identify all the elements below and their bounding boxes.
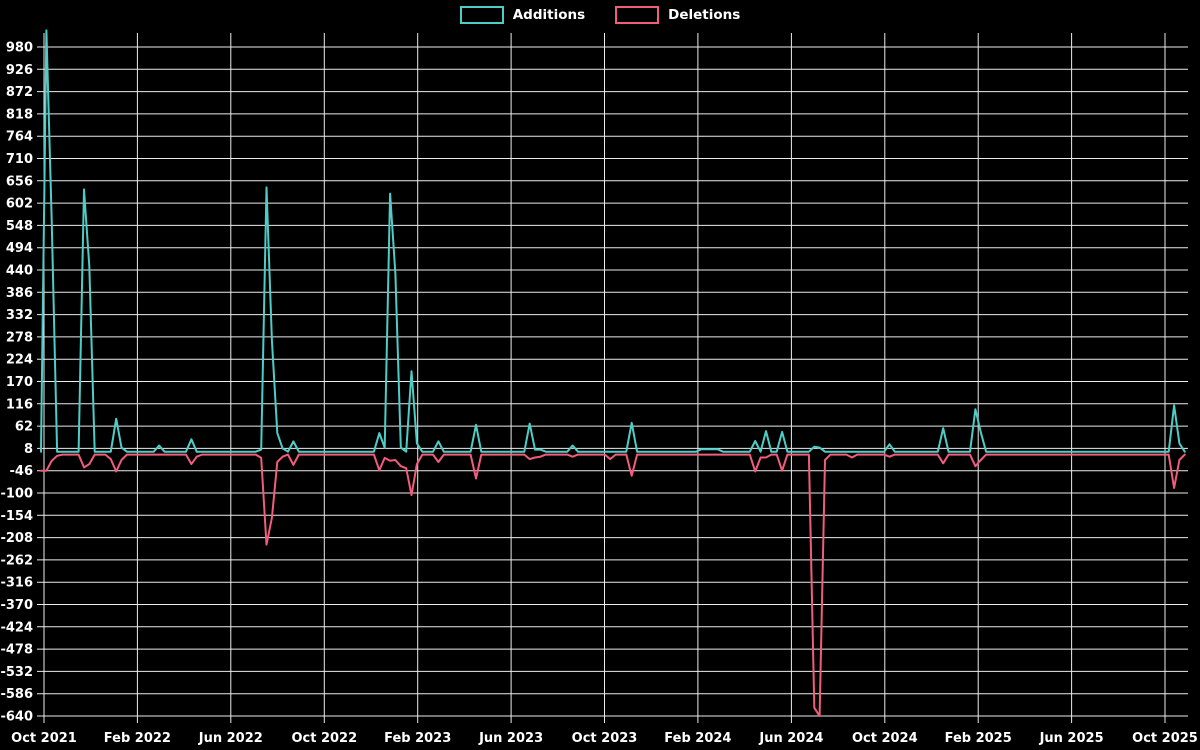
x-tick-label: Oct 2022 (291, 731, 357, 746)
y-tick-label: 332 (6, 308, 33, 323)
additions-swatch (459, 6, 504, 24)
y-tick-label: 764 (6, 130, 33, 145)
x-tick-label: Jun 2022 (198, 731, 263, 746)
x-tick-label: Oct 2024 (852, 731, 918, 746)
y-tick-label: -640 (0, 710, 33, 725)
y-tick-label: -370 (0, 598, 33, 613)
additions-line (40, 29, 1186, 453)
y-tick-label: -478 (0, 643, 33, 658)
y-tick-label: -46 (10, 464, 34, 479)
deletions-line (40, 453, 1186, 717)
deletions-legend-label: Deletions (668, 7, 741, 23)
legend-item-additions[interactable]: Additions (459, 6, 586, 24)
y-tick-label: 8 (24, 442, 33, 457)
y-tick-label: -100 (0, 487, 33, 502)
y-tick-label: 710 (6, 152, 33, 167)
y-tick-label: -316 (0, 576, 33, 591)
deletions-swatch (615, 6, 660, 24)
x-tick-label: Jun 2025 (1039, 731, 1104, 746)
y-tick-label: 494 (6, 241, 33, 256)
y-tick-label: -586 (0, 687, 33, 702)
x-tick-label: Jun 2024 (758, 731, 823, 746)
y-tick-label: -154 (0, 509, 33, 524)
y-tick-label: 440 (6, 264, 33, 279)
x-tick-label: Jun 2023 (478, 731, 543, 746)
y-tick-label: -424 (0, 620, 33, 635)
y-tick-label: 980 (6, 41, 33, 56)
y-tick-label: 602 (6, 197, 33, 212)
y-tick-label: 872 (6, 85, 33, 100)
legend-item-deletions[interactable]: Deletions (615, 6, 740, 24)
x-tick-label: Feb 2023 (384, 731, 451, 746)
y-tick-label: 170 (6, 375, 33, 390)
x-tick-label: Feb 2024 (664, 731, 731, 746)
y-tick-label: 278 (6, 330, 33, 345)
x-tick-label: Oct 2021 (11, 731, 77, 746)
x-tick-label: Feb 2022 (104, 731, 171, 746)
y-tick-label: 548 (6, 219, 33, 234)
y-tick-label: 926 (6, 63, 33, 78)
y-tick-label: 62 (15, 420, 33, 435)
y-tick-label: 818 (6, 107, 33, 122)
y-tick-label: 224 (6, 353, 33, 368)
y-tick-label: 386 (6, 286, 33, 301)
additions-legend-label: Additions (512, 7, 586, 23)
y-tick-label: -208 (0, 531, 33, 546)
y-tick-label: 656 (6, 174, 33, 189)
y-tick-label: 116 (6, 397, 33, 412)
chart-legend: Additions Deletions (0, 6, 1200, 24)
x-tick-label: Feb 2025 (945, 731, 1012, 746)
x-tick-label: Oct 2025 (1132, 731, 1198, 746)
x-tick-label: Oct 2023 (572, 731, 638, 746)
y-tick-label: -532 (0, 665, 33, 680)
y-tick-label: -262 (0, 553, 33, 568)
